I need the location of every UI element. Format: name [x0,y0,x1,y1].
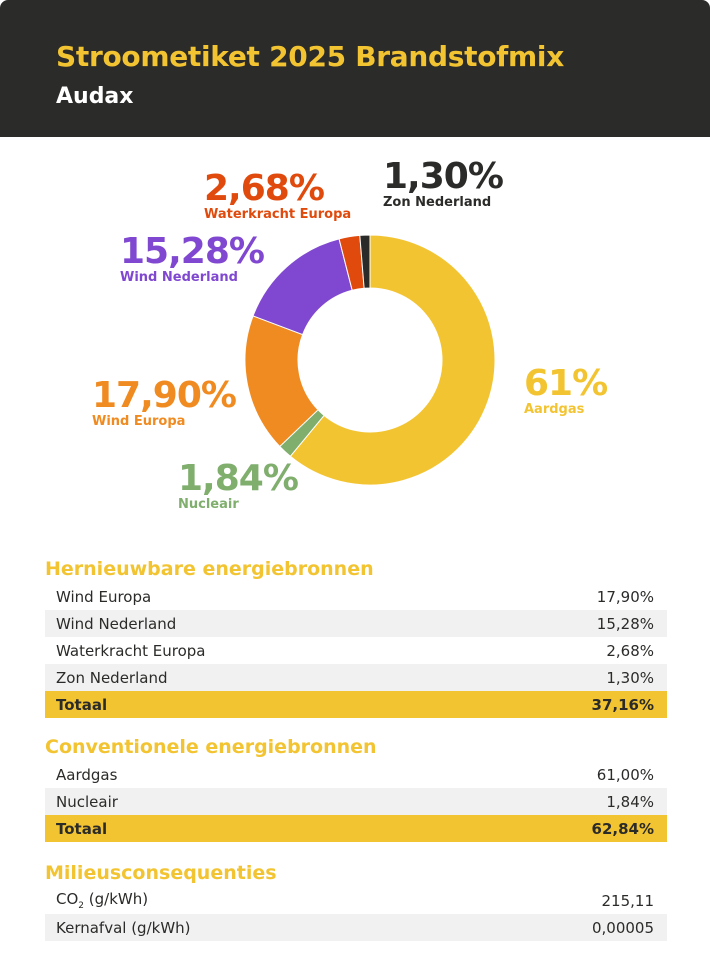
renewable-section-title: Hernieuwbare energiebronnen [45,558,374,580]
donut-slice-wind-nederland [252,238,353,336]
slice-percent-zon-nederland: 1,30% [383,156,503,197]
renewable-table: Wind Europa 17,90% Wind Nederland 15,28%… [45,583,667,718]
total-value: 62,84% [591,819,654,838]
slice-percent-wind-nederland: 15,28% [120,231,264,272]
slice-label-nucleair: Nucleair [178,497,239,512]
donut-slice-aardgas [289,234,496,486]
slice-label-zon-nederland: Zon Nederland [383,195,491,210]
nuclear-waste-value: 0,00005 [591,918,654,937]
table-row: Waterkracht Europa 2,68% [45,637,667,664]
supplier-name: Audax [56,84,134,109]
page-title: Stroometiket 2025 Brandstofmix [56,40,564,73]
row-value: 1,84% [606,792,654,811]
nuclear-waste-label: Kernafval (g/kWh) [56,918,191,937]
row-value: 2,68% [606,641,654,660]
table-row: CO2 (g/kWh) 215,11 [45,887,667,914]
slice-label-aardgas: Aardgas [524,402,585,417]
environment-section-title: Milieusconsequenties [45,862,277,884]
slice-label-wind-europa: Wind Europa [92,414,185,429]
row-value: 1,30% [606,668,654,687]
table-row: Wind Europa 17,90% [45,583,667,610]
conventional-table: Aardgas 61,00% Nucleair 1,84% Totaal 62,… [45,761,667,842]
row-value: 17,90% [596,587,654,606]
row-value: 61,00% [596,765,654,784]
row-label: Zon Nederland [56,668,168,687]
row-label: Aardgas [56,765,118,784]
table-row: Nucleair 1,84% [45,788,667,815]
total-row: Totaal 62,84% [45,815,667,842]
slice-percent-waterkracht-europa: 2,68% [204,168,324,209]
total-label: Totaal [56,695,108,714]
slice-percent-nucleair: 1,84% [178,458,298,499]
co2-label: CO2 (g/kWh) [56,890,149,911]
row-value: 15,28% [596,614,654,633]
co2-value: 215,11 [601,891,655,910]
row-label: Waterkracht Europa [56,641,206,660]
total-label: Totaal [56,819,108,838]
fuel-mix-donut-chart: 61%Aardgas 1,84%Nucleair 17,90%Wind Europa… [92,156,608,512]
table-row: Wind Nederland 15,28% [45,610,667,637]
environment-table: CO2 (g/kWh) 215,11 Kernafval (g/kWh) 0,0… [45,887,667,941]
header-banner: Stroometiket 2025 Brandstofmix Audax [0,0,710,137]
row-label: Wind Europa [56,587,152,606]
row-label: Nucleair [56,792,118,811]
table-row: Zon Nederland 1,30% [45,664,667,691]
table-row: Kernafval (g/kWh) 0,00005 [45,914,667,941]
conventional-section-title: Conventionele energiebronnen [45,736,377,758]
slice-label-wind-nederland: Wind Nederland [120,270,238,285]
slice-percent-aardgas: 61% [524,363,607,404]
table-row: Aardgas 61,00% [45,761,667,788]
slice-label-waterkracht-europa: Waterkracht Europa [204,207,351,222]
total-row: Totaal 37,16% [45,691,667,718]
donut-slice-zon-nederland [359,234,371,289]
total-value: 37,16% [591,695,654,714]
row-label: Wind Nederland [56,614,177,633]
slice-percent-wind-europa: 17,90% [92,375,236,416]
